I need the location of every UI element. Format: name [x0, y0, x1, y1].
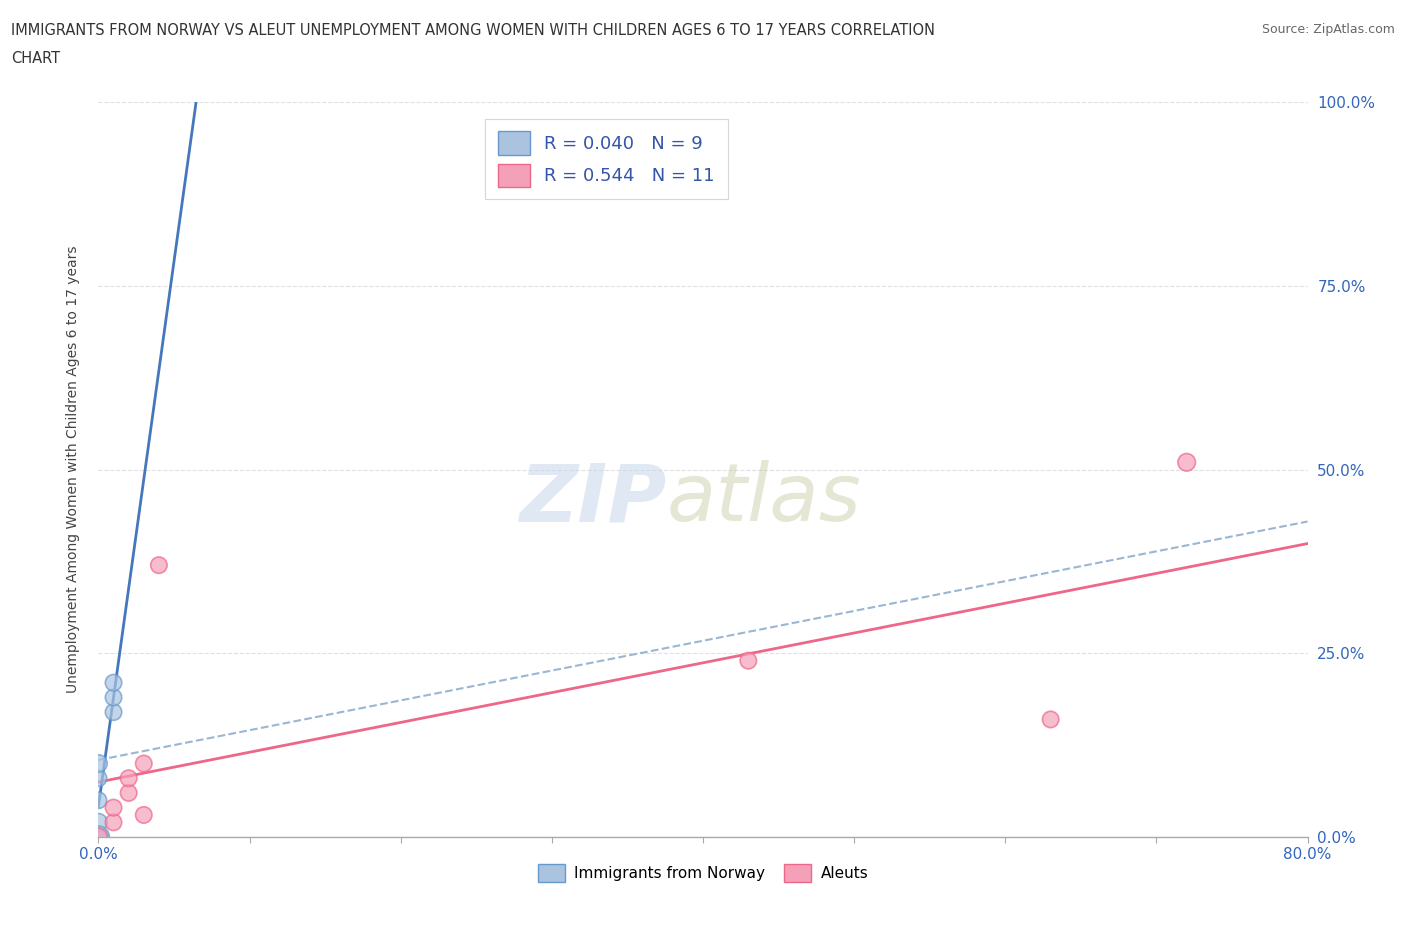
- Point: [1039, 712, 1062, 727]
- Point: [87, 830, 110, 844]
- Text: IMMIGRANTS FROM NORWAY VS ALEUT UNEMPLOYMENT AMONG WOMEN WITH CHILDREN AGES 6 TO: IMMIGRANTS FROM NORWAY VS ALEUT UNEMPLOY…: [11, 23, 935, 38]
- Point: [737, 653, 759, 668]
- Point: [87, 756, 110, 771]
- Point: [132, 756, 155, 771]
- Text: ZIP: ZIP: [519, 460, 666, 538]
- Point: [1175, 455, 1198, 470]
- Point: [132, 807, 155, 822]
- Point: [103, 815, 125, 830]
- Point: [87, 792, 110, 807]
- Point: [87, 830, 110, 844]
- Text: Source: ZipAtlas.com: Source: ZipAtlas.com: [1261, 23, 1395, 36]
- Point: [103, 690, 125, 705]
- Legend: Immigrants from Norway, Aleuts: Immigrants from Norway, Aleuts: [531, 858, 875, 888]
- Point: [103, 675, 125, 690]
- Point: [103, 705, 125, 720]
- Point: [118, 771, 141, 786]
- Point: [118, 786, 141, 801]
- Y-axis label: Unemployment Among Women with Children Ages 6 to 17 years: Unemployment Among Women with Children A…: [66, 246, 80, 694]
- Point: [87, 815, 110, 830]
- Point: [103, 800, 125, 815]
- Point: [87, 771, 110, 786]
- Point: [148, 558, 170, 573]
- Point: [87, 830, 110, 844]
- Text: atlas: atlas: [666, 460, 862, 538]
- Text: CHART: CHART: [11, 51, 60, 66]
